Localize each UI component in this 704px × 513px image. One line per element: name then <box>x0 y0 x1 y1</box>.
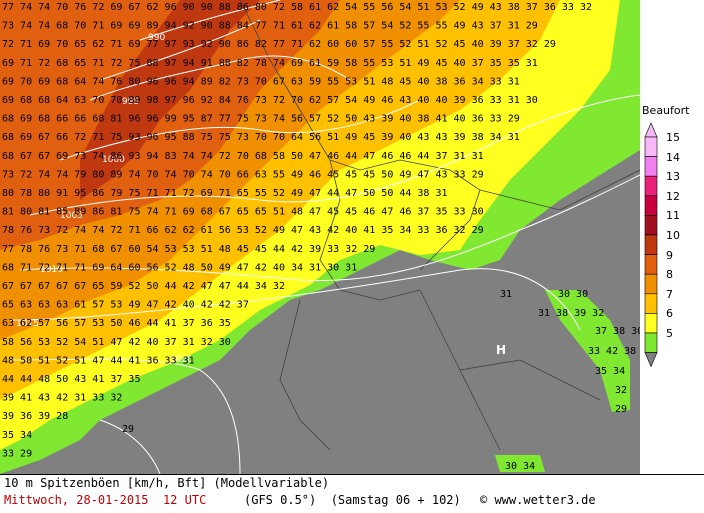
wind-value: 35 34 <box>595 366 625 377</box>
wind-value-row: 44 44 48 50 43 41 37 35 <box>2 374 140 385</box>
wind-value: 31 <box>500 289 512 300</box>
map-borders <box>239 0 640 451</box>
isobar-label: 1020 <box>170 355 193 365</box>
legend-label: 11 <box>666 209 680 223</box>
wind-value: 29 <box>615 404 627 415</box>
wind-value-row: 35 34 <box>2 430 32 441</box>
wind-value-row: 69 68 68 64 63 70 70 89 98 97 96 92 84 7… <box>2 95 538 106</box>
wind-value-row: 68 69 68 66 66 68 81 96 96 99 95 87 77 7… <box>2 114 520 125</box>
legend-swatch <box>644 195 658 216</box>
legend-label: 14 <box>666 150 680 164</box>
legend-swatch <box>644 332 658 353</box>
credit-link[interactable]: © www.wetter3.de <box>480 493 596 507</box>
legend-label: 9 <box>666 248 673 262</box>
map-caption: 10 m Spitzenböen [km/h, Bft] (Modellvari… <box>4 476 330 490</box>
wind-value: 30 34 <box>505 461 535 472</box>
high-pressure-label: H <box>496 343 506 357</box>
legend-swatch <box>644 234 658 255</box>
wind-value: 29 <box>122 424 134 435</box>
isobars <box>9 0 640 474</box>
isobar-label: 1015 <box>16 319 39 329</box>
legend-title: Beaufort <box>642 104 690 117</box>
legend-swatch <box>644 273 658 295</box>
wind-value-row: 77 78 76 73 71 68 67 60 54 53 53 51 48 4… <box>2 244 375 255</box>
wind-value-row: 67 67 67 67 67 65 59 52 50 44 42 47 47 4… <box>2 281 285 292</box>
wind-value-row: 68 69 67 66 72 71 75 93 96 95 88 75 75 7… <box>2 132 520 143</box>
wind-value: 32 <box>615 385 627 396</box>
legend-label: 15 <box>666 131 680 144</box>
legend-swatch <box>644 254 658 275</box>
isobar-label: 995 <box>122 97 139 107</box>
map-footer <box>0 474 704 513</box>
beaufort-legend <box>640 0 704 474</box>
legend-arrow-down <box>644 352 658 368</box>
isobar-labels: 990 995 1000 1005 1010 1015 1020 <box>16 33 193 365</box>
wind-value-row: 72 71 69 70 65 62 71 69 77 97 93 92 90 8… <box>2 39 556 50</box>
isobar-label: 1010 <box>40 265 63 275</box>
legend-label: 6 <box>666 307 673 321</box>
wind-value-row: 48 50 51 52 51 47 44 41 36 33 31 <box>2 355 195 366</box>
land-mass <box>160 150 640 474</box>
legend-swatch <box>644 136 658 157</box>
wind-value-row: 73 72 74 74 79 80 89 74 70 74 70 74 70 6… <box>2 169 484 180</box>
wind-value-row: 69 70 69 68 64 74 76 80 96 96 94 89 82 7… <box>2 76 520 87</box>
wind-value-row: 68 67 67 69 73 74 86 93 94 83 74 74 72 7… <box>2 151 484 162</box>
wind-value-row: 81 80 81 85 89 86 81 75 74 71 69 68 67 6… <box>2 207 484 218</box>
wind-value-row: 63 62 57 56 57 53 50 46 44 41 37 36 35 <box>2 318 231 329</box>
legend-swatch <box>644 175 658 197</box>
wind-value-row: 77 74 74 70 76 72 69 67 62 96 90 90 88 8… <box>2 2 592 13</box>
wind-value: 31 38 39 32 <box>538 308 604 319</box>
legend-swatch <box>644 156 658 177</box>
map-datetime: Mittwoch, 28-01-2015 12 UTC <box>4 493 207 507</box>
wind-zone-bft10 <box>80 0 260 200</box>
legend-arrow-up <box>644 122 658 138</box>
model-run: (GFS 0.5°) (Samstag 06 + 102) <box>244 493 461 507</box>
wind-value-row: 80 78 80 91 95 86 79 75 71 71 72 69 71 6… <box>2 188 448 199</box>
legend-label: 13 <box>666 170 680 184</box>
wind-value-row: 39 41 43 42 31 33 32 <box>2 393 122 404</box>
wind-value-row: 39 36 39 28 <box>2 411 68 422</box>
isobar-label: 990 <box>148 33 165 43</box>
wind-value: 30 30 <box>558 289 588 300</box>
wind-value-row: 33 29 <box>2 448 32 459</box>
legend-label: 10 <box>666 229 680 242</box>
wind-value-row: 73 74 74 68 70 71 69 69 89 94 92 90 88 8… <box>2 21 538 32</box>
wind-value-row: 69 71 72 68 65 71 72 75 88 97 94 91 88 8… <box>2 58 538 69</box>
wind-value-row: 78 76 73 72 74 74 72 71 66 62 62 61 56 5… <box>2 225 484 236</box>
legend-label: 5 <box>666 327 673 340</box>
wind-value: 33 42 38 <box>588 346 636 357</box>
green-patch-south <box>495 455 545 472</box>
wind-value-row: 68 71 72 71 71 69 64 60 56 52 48 50 49 4… <box>2 262 357 273</box>
beaufort-colorbar <box>644 122 658 368</box>
green-patch-southeast <box>545 290 630 412</box>
legend-label: 12 <box>666 189 680 203</box>
legend-label: 7 <box>666 287 673 301</box>
legend-label: 8 <box>666 268 673 282</box>
wind-value-grid: 77 74 74 70 76 72 69 67 62 96 90 90 88 8… <box>2 2 592 459</box>
isobar-label: 1005 <box>60 211 83 221</box>
wind-value: 37 38 30 <box>595 326 640 337</box>
legend-swatch <box>644 313 658 334</box>
legend-swatch <box>644 293 658 314</box>
weather-map: 990 995 1000 1005 1010 1015 1020 H 77 74… <box>0 0 640 474</box>
wind-value-row: 58 56 53 52 54 51 47 42 40 37 31 32 30 <box>2 337 231 348</box>
east-wind-values: 31 30 30 31 38 39 32 37 38 30 33 42 38 35 34 3… <box>122 289 640 472</box>
legend-swatch <box>644 215 658 236</box>
wind-value-row: 65 63 63 63 61 57 53 49 47 42 40 42 42 3… <box>2 300 249 311</box>
isobar-label: 1000 <box>102 155 125 165</box>
